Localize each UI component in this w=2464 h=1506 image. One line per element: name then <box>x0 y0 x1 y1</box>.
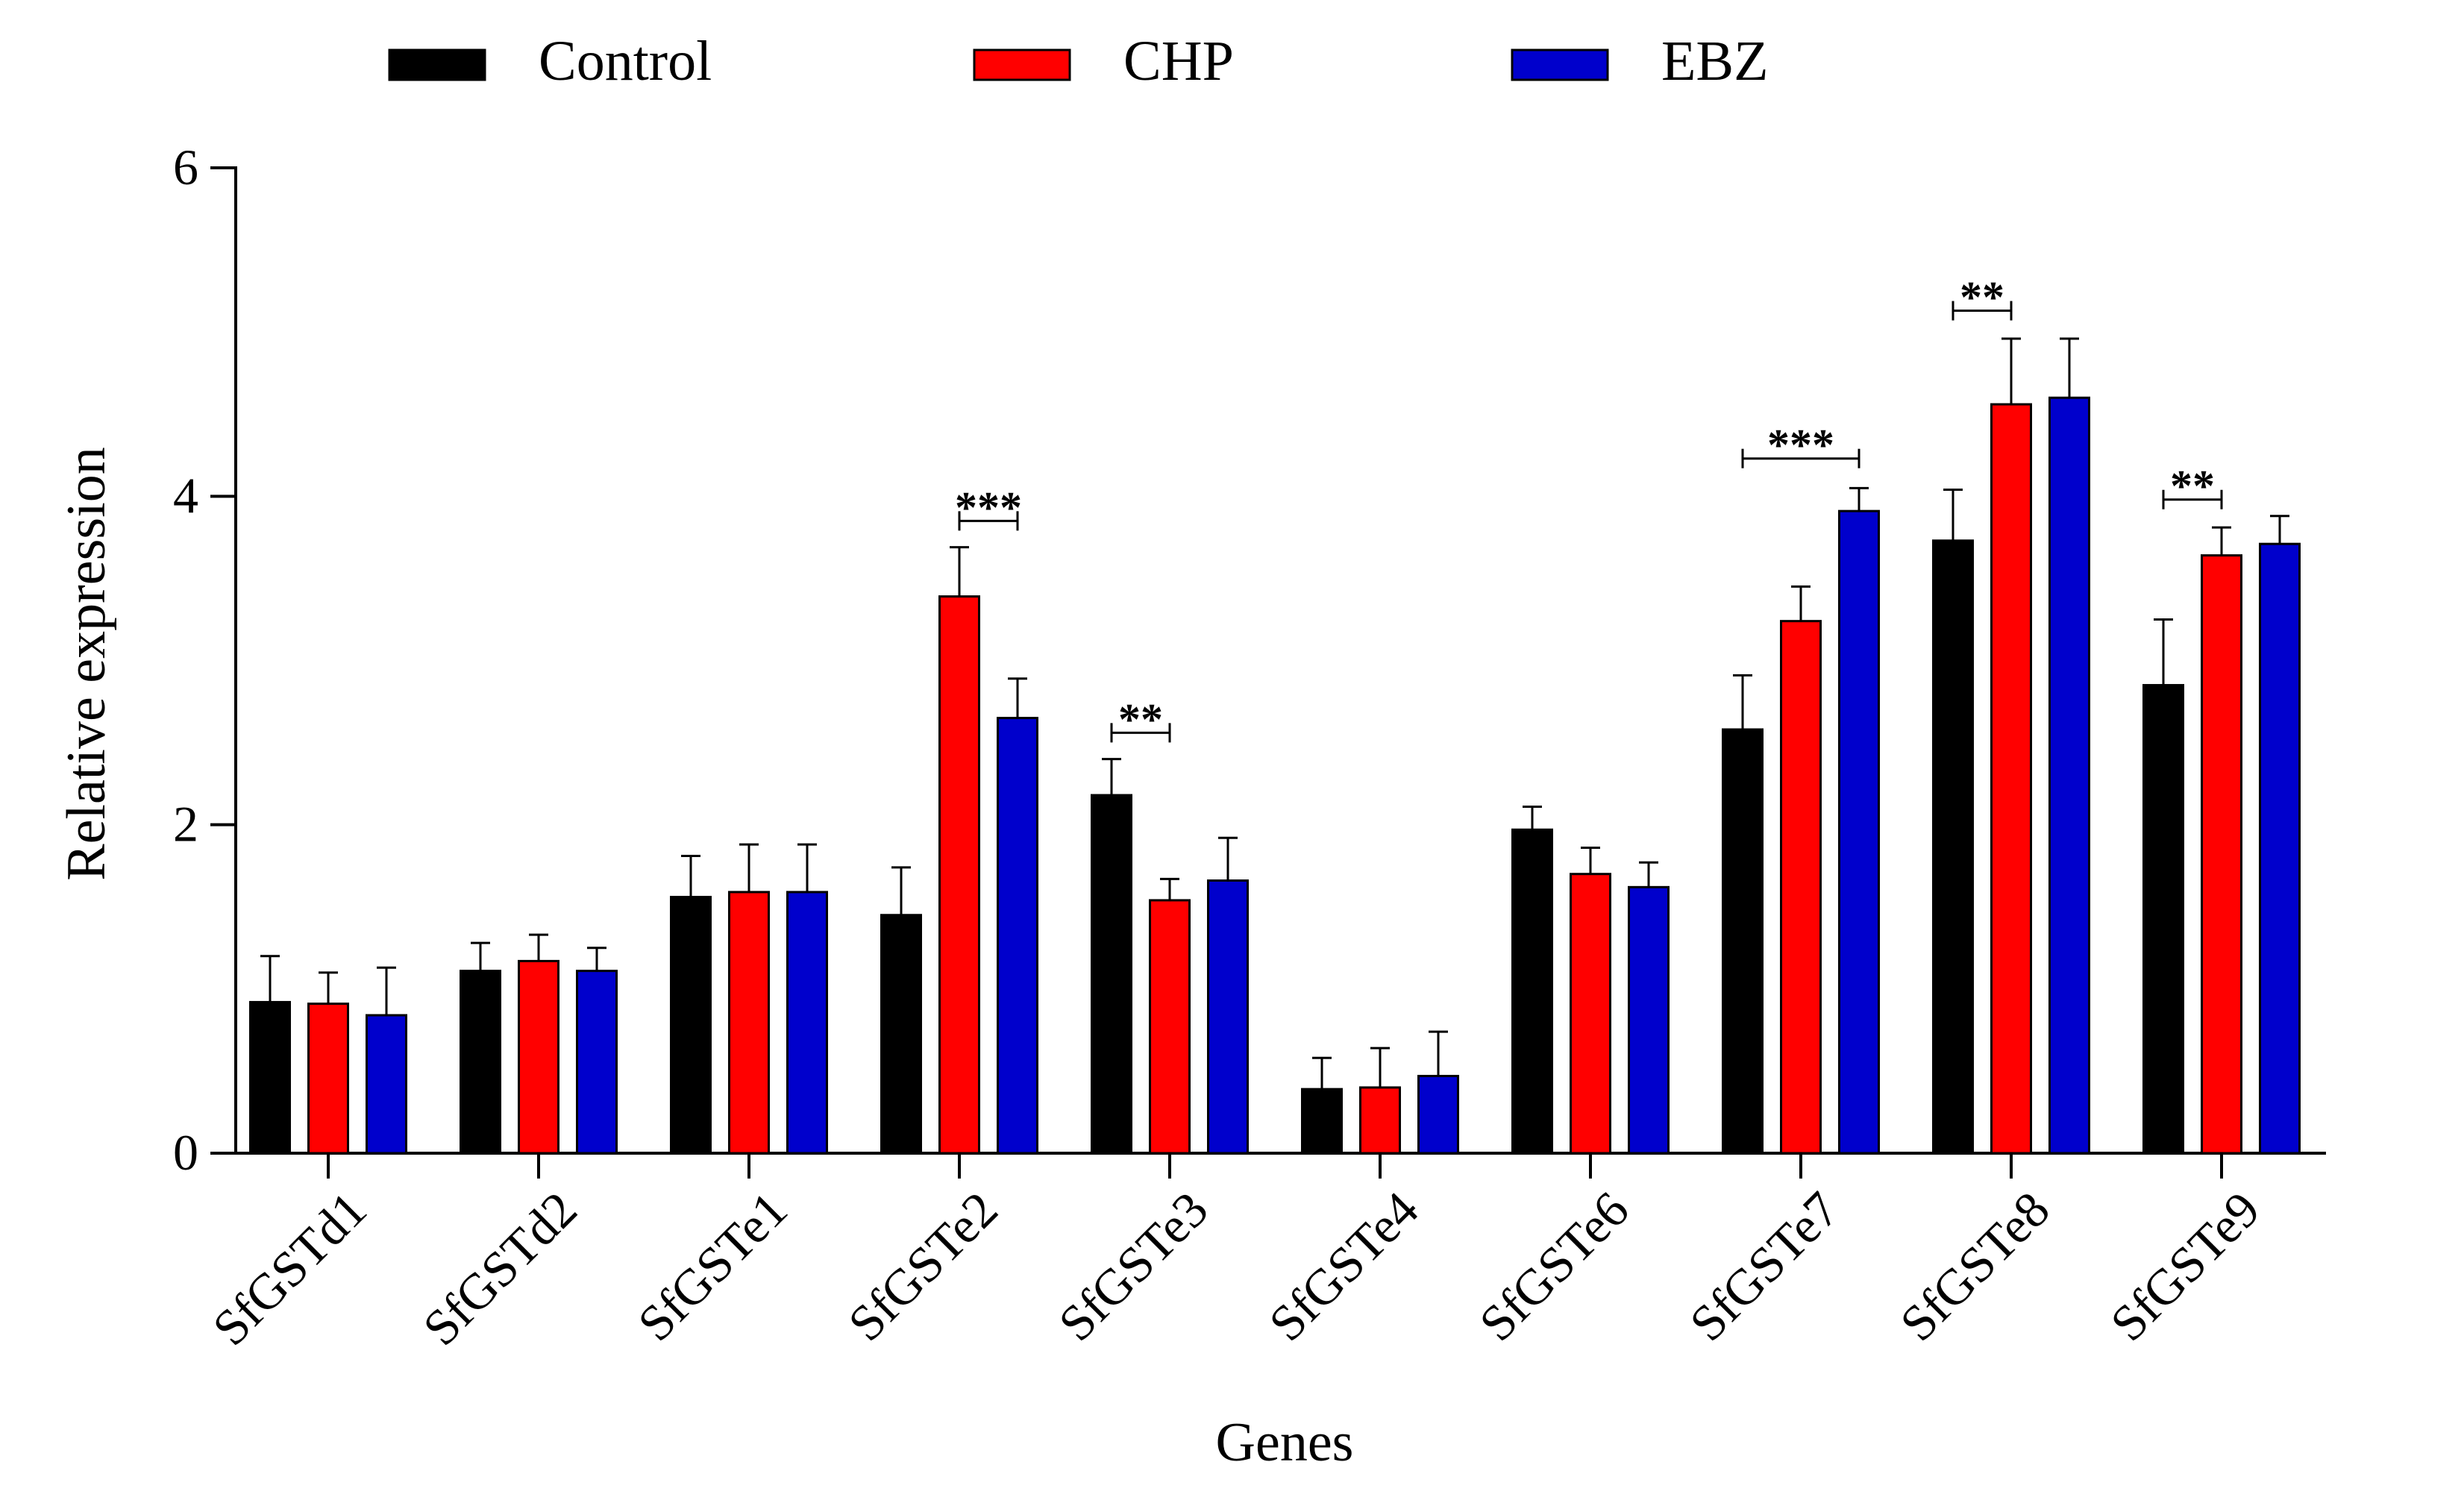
y-tick-label: 6 <box>173 139 198 195</box>
significance-label: ** <box>1118 694 1163 744</box>
x-tick-label: SfGSTe7 <box>1678 1181 1849 1352</box>
x-tick-label: SfGSTd2 <box>412 1181 587 1356</box>
x-tick-label: SfGSTe8 <box>1889 1181 2060 1352</box>
bar <box>2201 554 2242 1155</box>
x-tick-label: SfGSTe1 <box>627 1181 797 1352</box>
bar <box>938 595 980 1155</box>
bar <box>997 717 1038 1155</box>
bar <box>518 959 559 1155</box>
y-axis-label: Relative expression <box>56 447 117 881</box>
legend: Control CHP EBZ <box>388 30 1769 92</box>
x-tick-label: SfGSTe3 <box>1047 1181 1218 1352</box>
legend-label: Control <box>539 30 712 92</box>
bar <box>786 891 828 1155</box>
x-axis: SfGSTd1 SfGSTd2 SfGSTe1 SfGSTe2 SfGSTe3 SfGST… <box>201 1152 2326 1356</box>
bar <box>728 891 770 1155</box>
x-tick-label: SfGSTe4 <box>1258 1181 1429 1352</box>
legend-swatch <box>973 48 1071 81</box>
bar <box>2142 684 2184 1155</box>
bar <box>1417 1075 1459 1155</box>
legend-label: EBZ <box>1661 30 1769 92</box>
bar <box>1301 1088 1343 1155</box>
bar <box>1359 1086 1401 1155</box>
x-tick-label: SfGSTe6 <box>1468 1181 1639 1352</box>
x-tick-label: SfGSTe2 <box>837 1181 1008 1352</box>
bar <box>249 1000 291 1155</box>
bar <box>1838 509 1880 1155</box>
significance-annotations: ************ <box>955 273 2223 744</box>
bar <box>1932 539 1974 1155</box>
y-tick-label: 0 <box>173 1124 198 1181</box>
bar <box>366 1014 407 1155</box>
bars <box>249 396 2301 1155</box>
bar <box>880 914 922 1155</box>
significance-label: ** <box>2170 462 2215 511</box>
bar <box>1780 620 1822 1155</box>
legend-swatch <box>1511 48 1609 81</box>
error-bars <box>260 337 2289 1090</box>
bar <box>307 1003 349 1155</box>
bar <box>1628 885 1670 1155</box>
bar <box>1990 403 2032 1155</box>
significance-label: *** <box>955 483 1022 532</box>
y-tick-label: 2 <box>173 796 198 853</box>
bar <box>1722 728 1764 1155</box>
y-axis: 0 2 4 6 <box>173 139 237 1181</box>
significance-label: *** <box>1767 421 1834 470</box>
y-tick-label: 4 <box>173 467 198 524</box>
x-tick-label: SfGSTd1 <box>201 1181 377 1356</box>
bar <box>1207 879 1249 1155</box>
bar <box>2048 396 2090 1155</box>
bar <box>1511 828 1553 1155</box>
bar <box>1149 899 1191 1155</box>
x-axis-label: Genes <box>1216 1412 1354 1473</box>
x-tick-label: SfGSTe9 <box>2099 1181 2270 1352</box>
bar <box>576 970 618 1155</box>
bar <box>460 970 501 1155</box>
bar <box>1091 794 1132 1155</box>
bar <box>1570 873 1611 1155</box>
significance-label: ** <box>1960 273 2004 322</box>
legend-swatch <box>388 48 486 81</box>
legend-label: CHP <box>1123 30 1234 92</box>
bar <box>670 896 712 1155</box>
bar <box>2259 542 2301 1155</box>
